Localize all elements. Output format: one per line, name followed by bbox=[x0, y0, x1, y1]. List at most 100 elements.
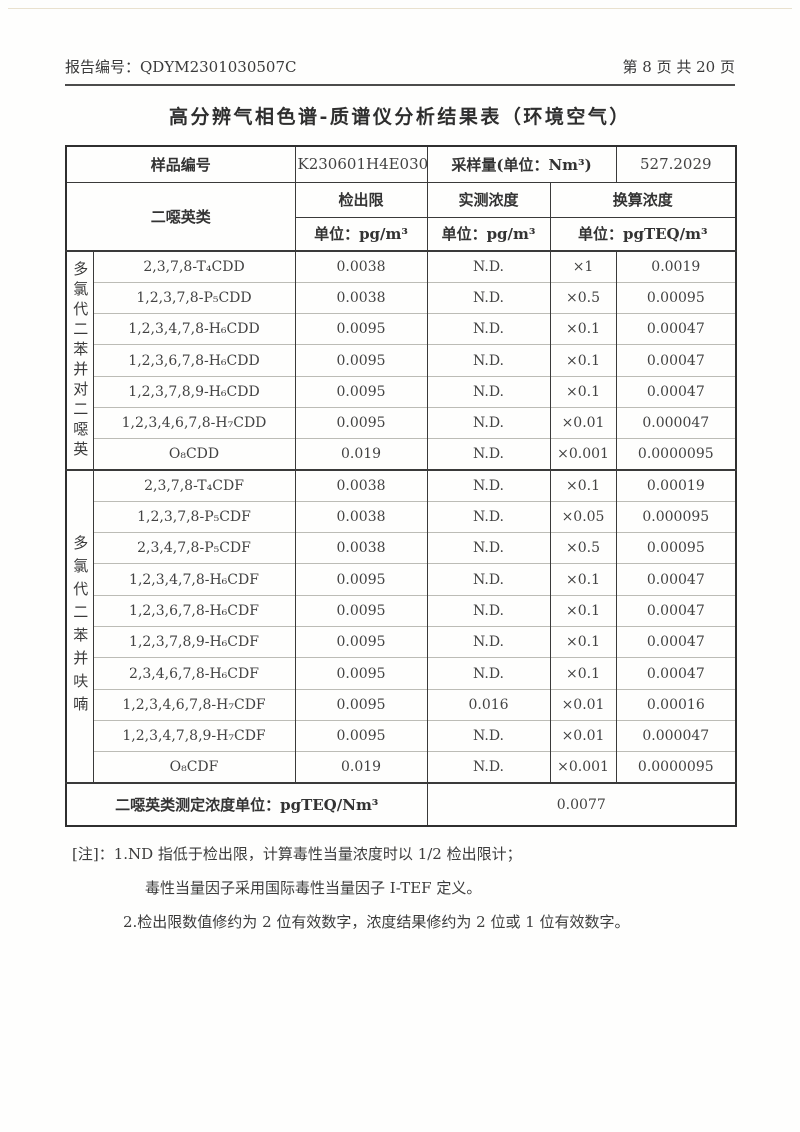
total-label: 二噁英类测定浓度单位：pgTEQ/Nm³ bbox=[65, 782, 428, 827]
tef-multiplier: ×0.01 bbox=[549, 688, 617, 721]
detection-limit-value: 0.0095 bbox=[294, 563, 428, 596]
measured-value: N.D. bbox=[426, 563, 551, 596]
measured-value: N.D. bbox=[426, 375, 551, 408]
tef-multiplier: ×0.01 bbox=[549, 719, 617, 752]
congener-name: O₈CDD bbox=[92, 438, 296, 471]
measured-value: N.D. bbox=[426, 594, 551, 627]
table-row: 多氯代二苯并对二噁英 2,3,7,8-T₄CDD 0.0038 N.D. ×1 … bbox=[65, 249, 737, 471]
measured-value: N.D. bbox=[426, 751, 551, 784]
measured-value: N.D. bbox=[426, 344, 551, 377]
teq-value: 0.00047 bbox=[615, 563, 737, 596]
congener-name: 1,2,3,4,7,8,9-H₇CDF bbox=[92, 719, 296, 752]
congener-name: 1,2,3,6,7,8-H₆CDD bbox=[92, 344, 296, 377]
measured-value: N.D. bbox=[426, 500, 551, 533]
teq-value: 0.0000095 bbox=[615, 438, 737, 471]
measured-unit: 单位：pg/m³ bbox=[426, 216, 551, 252]
congener-name: 1,2,3,4,6,7,8-H₇CDD bbox=[92, 406, 296, 439]
tef-multiplier: ×0.1 bbox=[549, 344, 617, 377]
tef-multiplier: ×0.1 bbox=[549, 375, 617, 408]
teq-value: 0.00047 bbox=[615, 375, 737, 408]
teq-value: 0.00047 bbox=[615, 626, 737, 658]
detection-limit-value: 0.0038 bbox=[294, 469, 428, 502]
detection-limit-value: 0.0095 bbox=[294, 313, 428, 345]
tef-multiplier: ×0.001 bbox=[549, 751, 617, 784]
tef-multiplier: ×0.5 bbox=[549, 281, 617, 314]
tef-multiplier: ×0.1 bbox=[549, 657, 617, 690]
tef-multiplier: ×0.1 bbox=[549, 469, 617, 502]
congener-name: 2,3,4,6,7,8-H₆CDF bbox=[92, 657, 296, 690]
detection-limit-value: 0.0095 bbox=[294, 375, 428, 408]
detection-limit-value: 0.0038 bbox=[294, 532, 428, 564]
page-title: 高分辨气相色谱-质谱仪分析结果表（环境空气） bbox=[169, 106, 631, 128]
total-value: 0.0077 bbox=[426, 782, 737, 827]
table-row: 1,2,3,4,7,8,9-H₇CDF 0.0095 N.D. ×0.01 0.… bbox=[66, 719, 737, 752]
page-number: 第 8 页 共 20 页 bbox=[622, 58, 735, 76]
teq-value: 0.00047 bbox=[615, 594, 737, 627]
sample-volume-label: 采样量(单位：Nm³) bbox=[426, 145, 617, 183]
table-row: 1,2,3,7,8-P₅CDD 0.0038 N.D. ×0.5 0.00095 bbox=[66, 281, 737, 314]
group-label-pcdf: 多氯代二苯并呋喃 bbox=[65, 469, 94, 784]
table-row: O₈CDF 0.019 N.D. ×0.001 0.0000095 bbox=[66, 751, 737, 784]
measured-value: N.D. bbox=[426, 406, 551, 439]
measured-value: N.D. bbox=[426, 281, 551, 314]
tef-multiplier: ×0.001 bbox=[549, 438, 617, 471]
table-row: O₈CDD 0.019 N.D. ×0.001 0.0000095 bbox=[66, 438, 737, 471]
measured-value: N.D. bbox=[426, 719, 551, 752]
congener-name: 1,2,3,4,7,8-H₆CDD bbox=[92, 313, 296, 345]
tef-multiplier: ×0.1 bbox=[549, 563, 617, 596]
report-number: 报告编号：QDYM2301030507C bbox=[65, 58, 297, 76]
teq-value: 0.00019 bbox=[615, 469, 737, 502]
unit-header-row: 单位：pg/m³ 单位：pg/m³ 单位：pgTEQ/m³ bbox=[66, 216, 737, 252]
converted-header: 换算浓度 bbox=[549, 181, 737, 218]
measured-value: N.D. bbox=[426, 626, 551, 658]
measured-value: N.D. bbox=[426, 313, 551, 345]
teq-value: 0.0019 bbox=[615, 249, 737, 283]
detection-limit-value: 0.0095 bbox=[294, 719, 428, 752]
teq-value: 0.00047 bbox=[615, 657, 737, 690]
detection-limit-value: 0.0095 bbox=[294, 657, 428, 690]
detection-limit-value: 0.0038 bbox=[294, 500, 428, 533]
measured-header: 实测浓度 bbox=[426, 181, 551, 218]
total-row: 二噁英类测定浓度单位：pgTEQ/Nm³ 0.0077 bbox=[65, 782, 737, 827]
measured-value: 0.016 bbox=[426, 688, 551, 721]
table-row: 1,2,3,7,8-P₅CDF 0.0038 N.D. ×0.05 0.0000… bbox=[66, 500, 737, 533]
table-row: 1,2,3,4,7,8-H₆CDD 0.0095 N.D. ×0.1 0.000… bbox=[66, 313, 737, 345]
note-line-3: 2.检出限数值修约为 2 位有效数字，浓度结果修约为 2 位或 1 位有效数字。 bbox=[123, 913, 630, 931]
column-header-row: 二噁英类 检出限 实测浓度 换算浓度 bbox=[65, 181, 737, 252]
table-row: 2,3,4,7,8-P₅CDF 0.0038 N.D. ×0.5 0.00095 bbox=[66, 532, 737, 564]
detection-limit-unit: 单位：pg/m³ bbox=[294, 216, 428, 252]
detection-limit-value: 0.0038 bbox=[294, 281, 428, 314]
detection-limit-value: 0.0095 bbox=[294, 594, 428, 627]
sample-info-row: 样品编号 K230601H4E0301 采样量(单位：Nm³) 527.2029 bbox=[65, 145, 737, 183]
measured-value: N.D. bbox=[426, 657, 551, 690]
teq-value: 0.00095 bbox=[615, 532, 737, 564]
table-row: 1,2,3,4,6,7,8-H₇CDD 0.0095 N.D. ×0.01 0.… bbox=[66, 406, 737, 439]
measured-value: N.D. bbox=[426, 532, 551, 564]
detection-limit-value: 0.0095 bbox=[294, 344, 428, 377]
teq-value: 0.000095 bbox=[615, 500, 737, 533]
congener-name: O₈CDF bbox=[92, 751, 296, 784]
teq-value: 0.000047 bbox=[615, 406, 737, 439]
congener-name: 1,2,3,7,8-P₅CDD bbox=[92, 281, 296, 314]
detection-limit-value: 0.0095 bbox=[294, 688, 428, 721]
table-row: 1,2,3,4,6,7,8-H₇CDF 0.0095 0.016 ×0.01 0… bbox=[66, 688, 737, 721]
note-line-1: [注]：1.ND 指低于检出限，计算毒性当量浓度时以 1/2 检出限计； bbox=[72, 845, 522, 863]
tef-multiplier: ×0.1 bbox=[549, 313, 617, 345]
congener-name: 2,3,7,8-T₄CDF bbox=[92, 469, 296, 502]
congener-name: 2,3,4,7,8-P₅CDF bbox=[92, 532, 296, 564]
tef-multiplier: ×0.01 bbox=[549, 406, 617, 439]
notes-section: [注]：1.ND 指低于检出限，计算毒性当量浓度时以 1/2 检出限计； 毒性当… bbox=[65, 843, 755, 945]
sample-volume-value: 527.2029 bbox=[615, 145, 737, 183]
note-line-2: 毒性当量因子采用国际毒性当量因子 I-TEF 定义。 bbox=[145, 879, 482, 897]
congener-name: 1,2,3,6,7,8-H₆CDF bbox=[92, 594, 296, 627]
detection-limit-value: 0.019 bbox=[294, 751, 428, 784]
teq-value: 0.00016 bbox=[615, 688, 737, 721]
header-rule bbox=[65, 84, 735, 86]
teq-value: 0.00047 bbox=[615, 344, 737, 377]
page-header: 报告编号：QDYM2301030507C 第 8 页 共 20 页 bbox=[65, 56, 735, 77]
congener-name: 2,3,7,8-T₄CDD bbox=[92, 249, 296, 283]
results-table: 样品编号 K230601H4E0301 采样量(单位：Nm³) 527.2029… bbox=[65, 145, 738, 828]
teq-value: 0.00095 bbox=[615, 281, 737, 314]
group-label-pcdd: 多氯代二苯并对二噁英 bbox=[65, 249, 94, 471]
detection-limit-header: 检出限 bbox=[294, 181, 428, 218]
